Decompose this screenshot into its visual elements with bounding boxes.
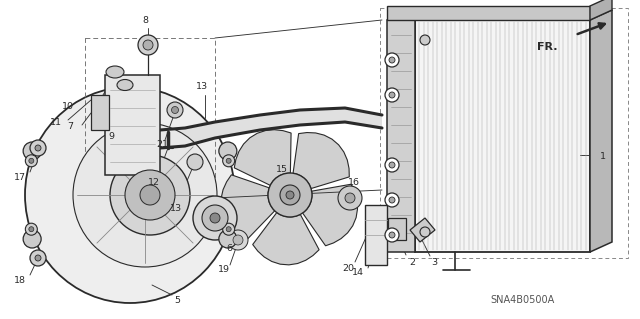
Text: 16: 16 [348,178,360,187]
Text: 21: 21 [156,140,168,149]
Circle shape [233,235,243,245]
Polygon shape [590,10,612,252]
Text: 6: 6 [226,244,232,253]
Circle shape [338,186,362,210]
Circle shape [219,142,237,160]
Circle shape [187,154,203,170]
Circle shape [26,223,37,235]
Text: 2: 2 [409,258,415,267]
Circle shape [30,140,46,156]
Circle shape [420,227,430,237]
Circle shape [143,40,153,50]
Circle shape [420,35,430,45]
Circle shape [389,197,395,203]
Circle shape [226,158,231,163]
Text: 5: 5 [174,296,180,305]
Text: 9: 9 [108,132,114,141]
Text: 7: 7 [67,122,73,131]
Circle shape [110,155,190,235]
Bar [85,38,215,198]
Circle shape [172,107,179,114]
Text: 20: 20 [342,264,354,273]
Circle shape [223,223,235,235]
Bar [105,75,160,175]
Text: 13: 13 [170,204,182,213]
Circle shape [345,193,355,203]
Circle shape [385,88,399,102]
Text: 17: 17 [14,173,26,182]
Text: 18: 18 [14,276,26,285]
Text: SNA4B0500A: SNA4B0500A [490,295,554,305]
Text: 10: 10 [62,102,74,111]
Circle shape [193,196,237,240]
Circle shape [280,185,300,205]
Bar [380,8,628,258]
Circle shape [389,232,395,238]
Text: 15: 15 [276,165,288,174]
Ellipse shape [106,66,124,78]
Circle shape [385,158,399,172]
Circle shape [140,185,160,205]
Circle shape [228,230,248,250]
Text: 1: 1 [600,152,606,161]
Bar [91,95,109,130]
Polygon shape [221,175,275,240]
Circle shape [35,145,41,151]
Polygon shape [303,184,358,246]
Polygon shape [590,0,612,20]
Text: FR.: FR. [538,42,558,52]
Bar [365,205,387,265]
Circle shape [268,173,312,217]
Circle shape [26,155,37,167]
Circle shape [167,102,183,118]
Circle shape [286,191,294,199]
Circle shape [219,230,237,248]
Circle shape [29,158,34,163]
Text: 13: 13 [196,82,208,91]
Circle shape [138,35,158,55]
Circle shape [23,142,41,160]
Text: 8: 8 [142,16,148,25]
Circle shape [29,227,34,232]
Circle shape [23,230,41,248]
Ellipse shape [117,79,133,91]
Circle shape [223,155,235,167]
Text: 14: 14 [352,268,364,277]
Circle shape [385,193,399,207]
Polygon shape [410,218,435,242]
Circle shape [389,162,395,168]
Circle shape [125,170,175,220]
Text: 12: 12 [148,178,160,187]
Circle shape [385,228,399,242]
Text: 11: 11 [50,118,62,127]
Circle shape [385,53,399,67]
Circle shape [210,213,220,223]
Circle shape [226,227,231,232]
Polygon shape [234,130,291,185]
Circle shape [30,250,46,266]
Bar [388,218,406,240]
Circle shape [389,57,395,63]
Bar [387,20,415,252]
Bar [415,20,590,252]
Circle shape [35,255,41,261]
Circle shape [202,205,228,231]
Circle shape [389,92,395,98]
Ellipse shape [25,87,235,303]
Polygon shape [160,108,382,148]
Text: 19: 19 [218,265,230,274]
Polygon shape [293,132,349,189]
Bar [387,6,590,20]
Text: 3: 3 [431,258,437,267]
Polygon shape [253,212,319,265]
Circle shape [73,123,217,267]
